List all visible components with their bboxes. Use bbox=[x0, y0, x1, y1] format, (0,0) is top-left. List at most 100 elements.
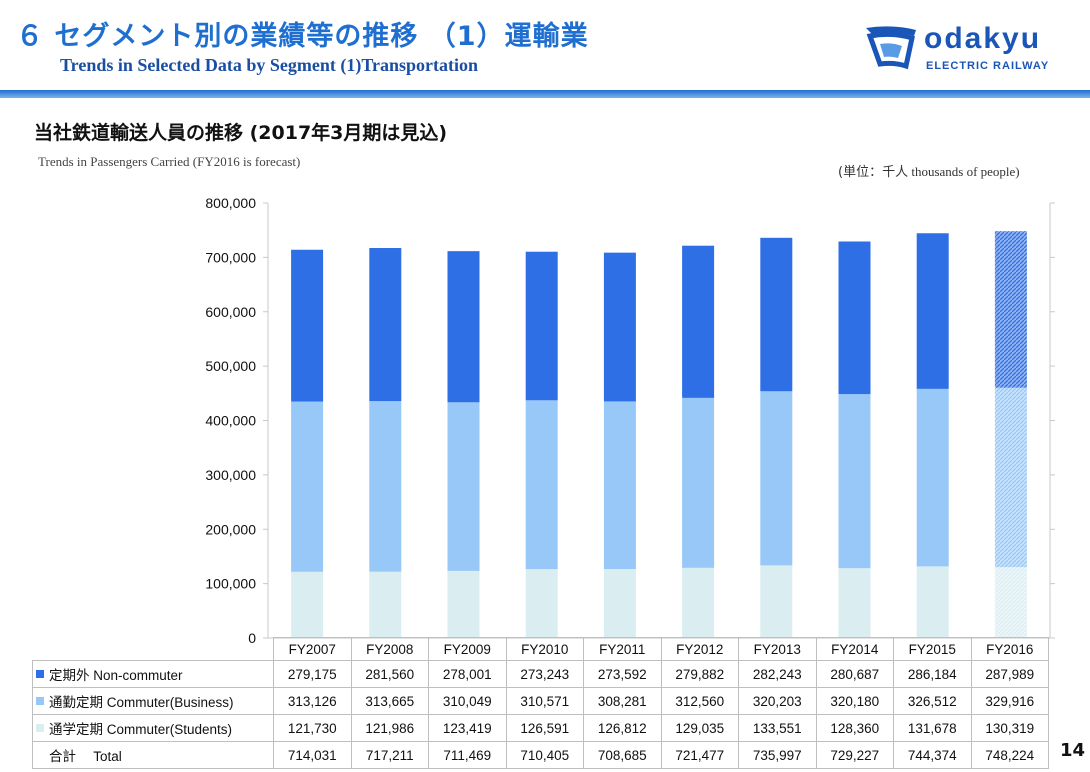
total-label: 合計 Total bbox=[32, 741, 274, 769]
x-tick-label: FY2008 bbox=[350, 637, 429, 661]
table-row: 通勤定期 Commuter(Business) 313,126 313,665 310… bbox=[32, 687, 1049, 715]
bar-segment bbox=[682, 397, 715, 568]
y-tick-label: 300,000 bbox=[205, 467, 256, 483]
total-value-cell: 729,227 bbox=[815, 741, 894, 769]
table-header-row: FY2007 FY2008 FY2009 FY2010 FY2011 FY2012 FY20… bbox=[32, 637, 1049, 661]
page-number: 14 bbox=[1060, 740, 1086, 761]
legend-label: 通勤定期 Commuter(Business) bbox=[49, 695, 234, 710]
unit-label-en: thousands of people) bbox=[908, 164, 1020, 179]
x-tick-label: FY2011 bbox=[583, 637, 662, 661]
data-value-cell: 133,551 bbox=[738, 714, 817, 742]
data-value-cell: 129,035 bbox=[660, 714, 739, 742]
data-value-cell: 310,571 bbox=[505, 687, 584, 715]
y-tick-label: 200,000 bbox=[205, 521, 256, 537]
x-tick-label: FY2013 bbox=[738, 637, 817, 661]
table-row: 通学定期 Commuter(Students) 121,730 121,986 123… bbox=[32, 714, 1049, 742]
page-title-en: Trends in Selected Data by Segment (1)Tr… bbox=[60, 55, 478, 75]
total-value-cell: 744,374 bbox=[893, 741, 972, 769]
total-value-cell: 735,997 bbox=[738, 741, 817, 769]
x-tick-label: FY2016 bbox=[970, 637, 1049, 661]
data-value-cell: 329,916 bbox=[970, 687, 1049, 715]
bar-segment bbox=[603, 401, 636, 570]
bar-segment bbox=[525, 400, 558, 570]
data-value-cell: 326,512 bbox=[893, 687, 972, 715]
data-value-cell: 286,184 bbox=[893, 660, 972, 688]
bar-segment bbox=[369, 401, 402, 572]
data-value-cell: 131,678 bbox=[893, 714, 972, 742]
page-title-jp: ６ セグメント別の業績等の推移 （1）運輸業 bbox=[16, 21, 589, 52]
y-tick-label: 800,000 bbox=[205, 195, 256, 211]
data-value-cell: 123,419 bbox=[428, 714, 507, 742]
total-value-cell: 717,211 bbox=[350, 741, 429, 769]
data-value-cell: 308,281 bbox=[583, 687, 662, 715]
logo-subtitle: ELECTRIC RAILWAY bbox=[926, 60, 1050, 72]
company-logo: odakyu ELECTRIC RAILWAY bbox=[862, 22, 1072, 78]
data-value-cell: 313,126 bbox=[273, 687, 352, 715]
total-value-cell: 714,031 bbox=[273, 741, 352, 769]
data-value-cell: 273,243 bbox=[505, 660, 584, 688]
y-tick-label: 400,000 bbox=[205, 413, 256, 429]
data-value-cell: 130,319 bbox=[970, 714, 1049, 742]
bar-segment bbox=[525, 251, 558, 401]
logo-mark-icon bbox=[866, 26, 916, 70]
series-label: 通学定期 Commuter(Students) bbox=[32, 714, 274, 742]
bar-segment bbox=[291, 249, 324, 402]
data-value-cell: 320,180 bbox=[815, 687, 894, 715]
x-tick-label: FY2014 bbox=[815, 637, 894, 661]
logo-wordmark: odakyu bbox=[924, 22, 1042, 55]
bar-segment bbox=[994, 387, 1027, 568]
bar-segment bbox=[291, 401, 324, 572]
data-value-cell: 121,986 bbox=[350, 714, 429, 742]
data-value-cell: 320,203 bbox=[738, 687, 817, 715]
y-tick-label: 600,000 bbox=[205, 304, 256, 320]
data-value-cell: 282,243 bbox=[738, 660, 817, 688]
data-value-cell: 281,560 bbox=[350, 660, 429, 688]
total-value-cell: 748,224 bbox=[970, 741, 1049, 769]
bar-segment bbox=[916, 388, 949, 567]
total-value-cell: 711,469 bbox=[428, 741, 507, 769]
bar-segment bbox=[369, 571, 402, 638]
total-label-text: 合計 Total bbox=[49, 749, 122, 764]
y-tick-label: 500,000 bbox=[205, 358, 256, 374]
unit-label: (単位：千人 thousands of people) bbox=[838, 161, 1020, 180]
legend-swatch bbox=[36, 697, 44, 706]
table-row: 定期外 Non-commuter 279,175 281,560 278,001 273… bbox=[32, 660, 1049, 688]
bar-segment bbox=[994, 567, 1027, 638]
series-label: 定期外 Non-commuter bbox=[32, 660, 274, 688]
bar-segment bbox=[525, 569, 558, 638]
bar-segment bbox=[916, 233, 949, 389]
bar-segment bbox=[447, 570, 480, 638]
bar-segment bbox=[838, 568, 871, 638]
bar-segment bbox=[994, 231, 1027, 388]
total-value-cell: 710,405 bbox=[505, 741, 584, 769]
legend-label: 通学定期 Commuter(Students) bbox=[49, 722, 233, 737]
data-table: FY2007 FY2008 FY2009 FY2010 FY2011 FY2012 FY20… bbox=[32, 637, 1049, 769]
data-value-cell: 126,591 bbox=[505, 714, 584, 742]
data-value-cell: 312,560 bbox=[660, 687, 739, 715]
bar-segment bbox=[760, 237, 793, 392]
data-value-cell: 273,592 bbox=[583, 660, 662, 688]
unit-label-jp: (単位：千人 bbox=[838, 165, 909, 180]
x-tick-label: FY2015 bbox=[893, 637, 972, 661]
bar-segment bbox=[603, 252, 636, 402]
bar-segment bbox=[916, 566, 949, 638]
x-tick-label: FY2009 bbox=[428, 637, 507, 661]
data-value-cell: 287,989 bbox=[970, 660, 1049, 688]
data-value-cell: 121,730 bbox=[273, 714, 352, 742]
data-value-cell: 126,812 bbox=[583, 714, 662, 742]
bar-segment bbox=[447, 251, 480, 403]
bar-segment bbox=[447, 402, 480, 571]
data-value-cell: 279,882 bbox=[660, 660, 739, 688]
table-corner-cell bbox=[32, 637, 274, 661]
bar-segment bbox=[838, 241, 871, 395]
data-value-cell: 128,360 bbox=[815, 714, 894, 742]
data-value-cell: 278,001 bbox=[428, 660, 507, 688]
table-total-row: 合計 Total 714,031 717,211 711,469 710,405 708,… bbox=[32, 741, 1049, 769]
x-tick-label: FY2007 bbox=[273, 637, 352, 661]
bar-segment bbox=[682, 245, 715, 398]
y-tick-label: 100,000 bbox=[205, 576, 256, 592]
data-value-cell: 279,175 bbox=[273, 660, 352, 688]
bar-segment bbox=[603, 569, 636, 638]
bar-segment bbox=[291, 571, 324, 638]
header-divider bbox=[0, 90, 1090, 98]
